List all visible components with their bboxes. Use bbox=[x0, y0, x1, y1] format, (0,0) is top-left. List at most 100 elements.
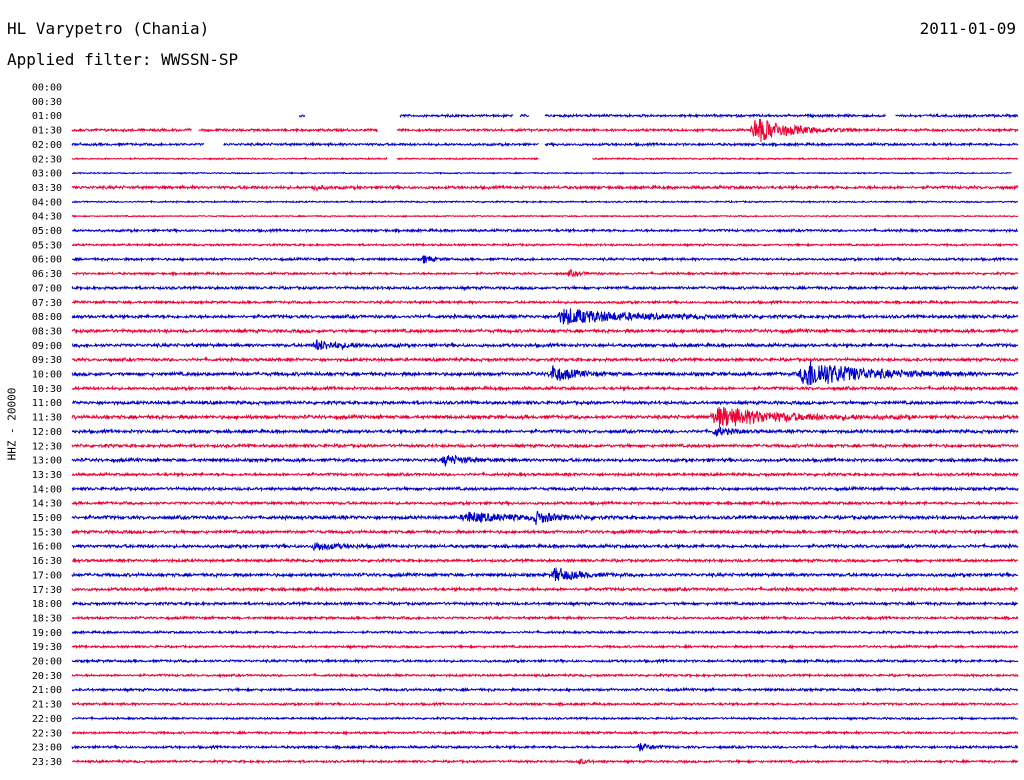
row-label: 06:00 bbox=[32, 255, 62, 266]
trace-line bbox=[71, 427, 1019, 438]
row-label: 19:00 bbox=[32, 628, 62, 639]
trace-line bbox=[71, 269, 1019, 278]
row-label: 13:00 bbox=[32, 456, 62, 467]
trace-line bbox=[71, 284, 1019, 292]
row-label: 18:00 bbox=[32, 599, 62, 610]
trace-line bbox=[71, 629, 1019, 636]
row-label: 02:30 bbox=[32, 154, 62, 165]
trace-line bbox=[71, 399, 1019, 407]
row-label: 07:00 bbox=[32, 283, 62, 294]
trace-line bbox=[71, 567, 1019, 582]
trace-line bbox=[71, 743, 1019, 752]
row-label: 06:30 bbox=[32, 269, 62, 280]
trace-line bbox=[71, 241, 1019, 248]
trace-line bbox=[71, 541, 1019, 552]
trace-line bbox=[71, 308, 1019, 325]
row-label: 15:00 bbox=[32, 513, 62, 524]
trace-line bbox=[71, 299, 1019, 306]
trace-line bbox=[71, 118, 1019, 142]
trace-line bbox=[71, 557, 1019, 564]
filter-label: Applied filter: WWSSN-SP bbox=[7, 50, 239, 69]
trace-line bbox=[71, 510, 1019, 525]
trace-line bbox=[71, 361, 1019, 386]
traces bbox=[71, 112, 1019, 766]
trace-line bbox=[71, 585, 1019, 593]
trace-line bbox=[71, 643, 1019, 650]
row-label: 04:30 bbox=[32, 212, 62, 223]
row-label: 04:00 bbox=[32, 197, 62, 208]
row-label: 09:00 bbox=[32, 341, 62, 352]
trace-line bbox=[71, 715, 1019, 722]
trace-line bbox=[71, 442, 1019, 450]
row-label: 03:30 bbox=[32, 183, 62, 194]
row-label: 22:00 bbox=[32, 714, 62, 725]
trace-line bbox=[71, 454, 1019, 467]
row-label: 18:30 bbox=[32, 613, 62, 624]
trace-line bbox=[71, 141, 1019, 148]
row-label: 08:30 bbox=[32, 326, 62, 337]
row-label: 23:00 bbox=[32, 743, 62, 754]
trace-line bbox=[71, 406, 1019, 429]
trace-line bbox=[71, 528, 1019, 536]
row-label: 00:30 bbox=[32, 97, 62, 108]
trace-line bbox=[299, 112, 1018, 119]
trace-line bbox=[71, 227, 1019, 234]
row-label: 09:30 bbox=[32, 355, 62, 366]
trace-line bbox=[71, 701, 1019, 708]
row-label: 16:00 bbox=[32, 542, 62, 553]
trace-line bbox=[71, 254, 1019, 264]
trace-line bbox=[72, 172, 1018, 173]
row-label: 05:00 bbox=[32, 226, 62, 237]
row-labels: 00:00 00:30 01:00 01:30 02:00 02:30 03:00 03:30… bbox=[32, 83, 62, 768]
row-label: 01:30 bbox=[32, 126, 62, 137]
trace-line bbox=[72, 729, 1019, 736]
date-label: 2011-01-09 bbox=[919, 19, 1016, 38]
row-label: 13:30 bbox=[32, 470, 62, 481]
row-label: 16:30 bbox=[32, 556, 62, 567]
trace-line bbox=[71, 485, 1019, 493]
row-label: 10:00 bbox=[32, 370, 62, 381]
row-label: 00:00 bbox=[32, 83, 62, 94]
trace-line bbox=[71, 183, 1019, 193]
trace-line bbox=[71, 672, 1019, 679]
row-label: 14:00 bbox=[32, 484, 62, 495]
row-label: 20:00 bbox=[32, 657, 62, 668]
row-label: 21:00 bbox=[32, 685, 62, 696]
row-label: 08:00 bbox=[32, 312, 62, 323]
row-label: 17:00 bbox=[32, 570, 62, 581]
trace-line bbox=[72, 356, 1019, 364]
trace-line bbox=[71, 384, 1019, 392]
row-label: 02:00 bbox=[32, 140, 62, 151]
row-label: 15:30 bbox=[32, 527, 62, 538]
row-label: 10:30 bbox=[32, 384, 62, 395]
trace-line bbox=[71, 657, 1019, 665]
trace-line bbox=[71, 327, 1019, 335]
row-label: 11:30 bbox=[32, 413, 62, 424]
row-label: 05:30 bbox=[32, 240, 62, 251]
trace-line bbox=[71, 686, 1019, 693]
row-label: 19:30 bbox=[32, 642, 62, 653]
row-label: 21:30 bbox=[32, 700, 62, 711]
trace-line bbox=[71, 600, 1018, 608]
trace-line bbox=[71, 214, 1019, 218]
row-label: 07:30 bbox=[32, 298, 62, 309]
row-label: 22:30 bbox=[32, 728, 62, 739]
row-label: 14:30 bbox=[32, 499, 62, 510]
row-label: 12:30 bbox=[32, 441, 62, 452]
trace-line bbox=[71, 471, 1019, 478]
trace-line bbox=[71, 339, 1019, 351]
trace-line bbox=[71, 199, 1018, 204]
trace-line bbox=[71, 758, 1019, 766]
row-label: 11:00 bbox=[32, 398, 62, 409]
trace-line bbox=[71, 499, 1019, 507]
station-title: HL Varypetro (Chania) bbox=[7, 19, 210, 38]
row-label: 03:00 bbox=[32, 169, 62, 180]
row-label: 17:30 bbox=[32, 585, 62, 596]
row-label: 12:00 bbox=[32, 427, 62, 438]
trace-line bbox=[71, 614, 1019, 622]
row-label: 23:30 bbox=[32, 757, 62, 768]
row-label: 01:00 bbox=[32, 111, 62, 122]
trace-line bbox=[71, 156, 1019, 161]
row-label: 20:30 bbox=[32, 671, 62, 682]
